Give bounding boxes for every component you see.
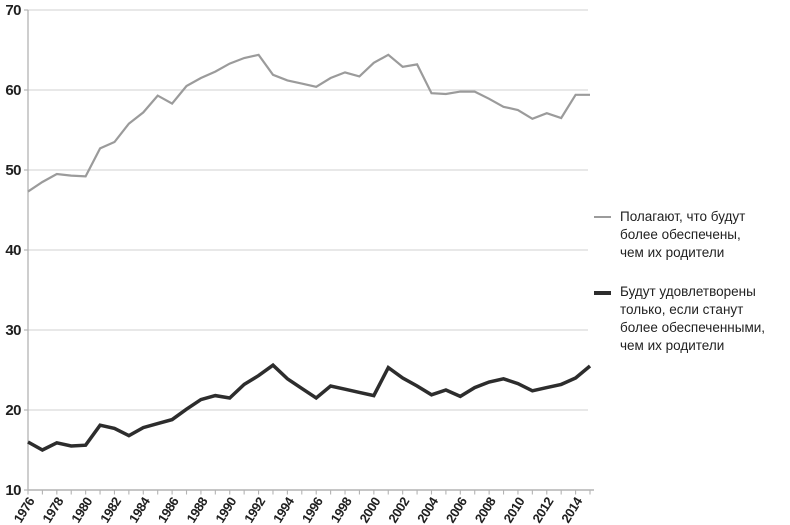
xtick-label-1990: 1990 bbox=[212, 494, 239, 525]
xtick-label-2006: 2006 bbox=[443, 494, 470, 525]
xtick-label-2004: 2004 bbox=[414, 494, 442, 525]
series-line-0 bbox=[27, 53, 590, 193]
xtick-label-1994: 1994 bbox=[270, 494, 298, 525]
xtick-label-1996: 1996 bbox=[299, 494, 326, 525]
xtick-label-2010: 2010 bbox=[501, 494, 528, 525]
series-line-1 bbox=[27, 362, 592, 452]
ytick-label-50: 50 bbox=[5, 162, 21, 179]
xtick-label-2002: 2002 bbox=[385, 494, 412, 525]
legend-line-swatch-0 bbox=[594, 216, 611, 218]
legend: Полагают, что будут более обеспечены, чем … bbox=[594, 208, 790, 355]
xtick-label-1998: 1998 bbox=[328, 494, 355, 525]
xtick-label-1976: 1976 bbox=[11, 494, 38, 525]
legend-label-1: Будут удовлетворены только, если станут бо… bbox=[620, 284, 766, 353]
ytick-label-70: 70 bbox=[5, 2, 21, 19]
legend-item-0: Полагают, что будут более обеспечены, чем … bbox=[594, 208, 790, 262]
xtick-label-2012: 2012 bbox=[529, 494, 556, 525]
legend-label-0: Полагают, что будут более обеспечены, чем … bbox=[620, 209, 746, 260]
xtick-label-1982: 1982 bbox=[97, 494, 124, 525]
xtick-label-1980: 1980 bbox=[68, 494, 95, 525]
xtick-label-1984: 1984 bbox=[126, 494, 154, 525]
legend-item-1: Будут удовлетворены только, если станут бо… bbox=[594, 283, 790, 355]
ytick-label-60: 60 bbox=[5, 82, 21, 99]
ytick-label-20: 20 bbox=[5, 402, 21, 419]
xtick-label-1992: 1992 bbox=[241, 494, 268, 525]
ytick-label-30: 30 bbox=[5, 322, 21, 339]
ytick-label-40: 40 bbox=[5, 242, 21, 259]
xtick-label-2008: 2008 bbox=[472, 494, 499, 525]
xtick-label-2014: 2014 bbox=[558, 494, 586, 525]
xtick-label-1988: 1988 bbox=[183, 494, 210, 525]
ytick-label-10: 10 bbox=[5, 482, 21, 499]
xtick-label-2000: 2000 bbox=[356, 494, 383, 525]
legend-line-swatch-1 bbox=[594, 291, 611, 295]
xtick-label-1986: 1986 bbox=[155, 494, 182, 525]
xtick-label-1978: 1978 bbox=[39, 494, 66, 525]
